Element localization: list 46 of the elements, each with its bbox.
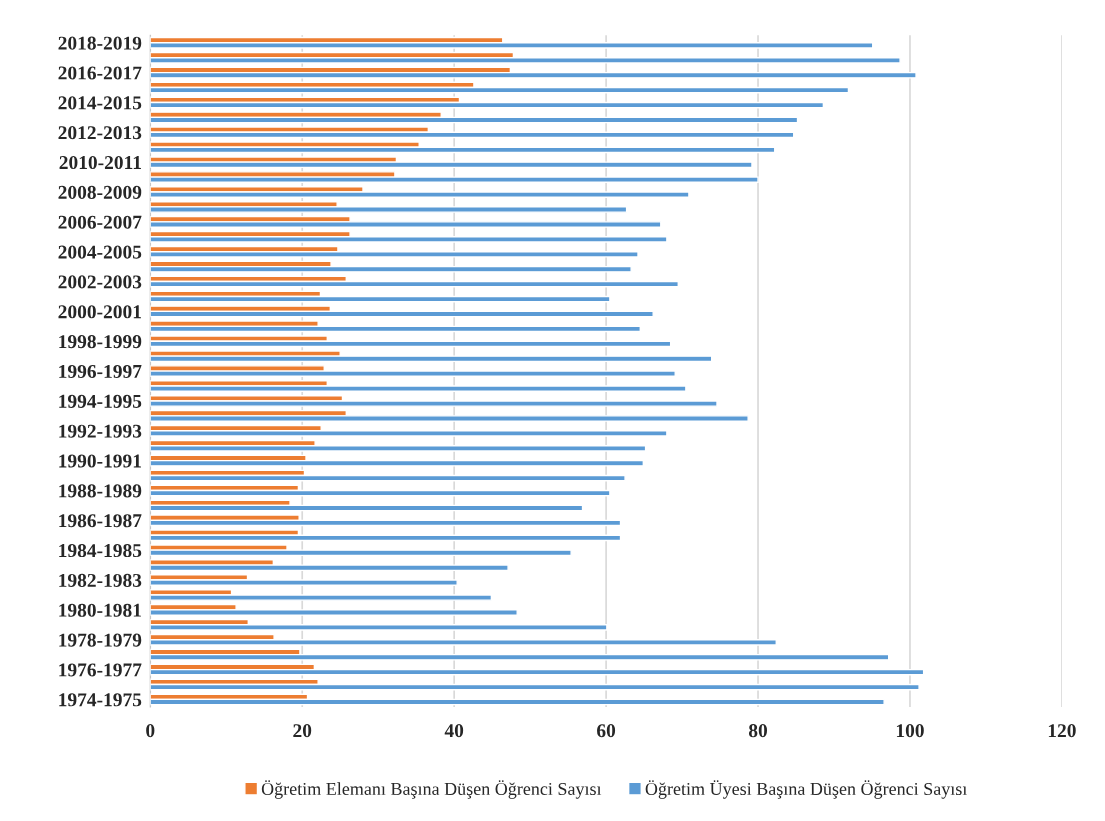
y-tick-label: 2000-2001 <box>58 305 141 319</box>
legend-label: Öğretim Elemanı Başına Düşen Öğrenci Sayısı <box>261 780 602 799</box>
y-tick-label: 2014-2015 <box>58 96 142 110</box>
x-tick-label: 80 <box>748 724 768 738</box>
y-tick-label: 1996-1997 <box>59 364 142 379</box>
bar <box>150 86 850 94</box>
y-tick-label: 1978-1979 <box>59 633 142 647</box>
bar <box>150 265 632 273</box>
x-tick-label: 0 <box>146 724 155 738</box>
x-tick-label: 40 <box>444 724 464 738</box>
y-tick-label: 2010-2011 <box>59 155 141 170</box>
x-tick-label: 60 <box>597 724 616 738</box>
bar <box>150 698 885 706</box>
bar <box>150 653 890 661</box>
y-tick-label: 2006-2007 <box>58 215 142 229</box>
x-tick-label: 100 <box>896 724 924 738</box>
y-tick-label: 2012-2013 <box>58 126 142 140</box>
bar <box>150 101 825 109</box>
y-tick-label: 1998-1999 <box>59 335 142 349</box>
y-tick-label: 1986-1987 <box>59 514 142 528</box>
y-tick-label: 1982-1983 <box>59 573 142 587</box>
y-tick-label: 1974-1975 <box>59 693 142 707</box>
bar <box>150 56 901 64</box>
y-tick-label: 2002-2003 <box>58 275 142 289</box>
y-tick-label: 1994-1995 <box>59 394 142 408</box>
bar <box>150 71 917 79</box>
y-tick-label: 1988-1989 <box>59 484 142 498</box>
y-tick-label: 1992-1993 <box>59 424 142 438</box>
legend-label: Öğretim Üyesi Başına Düşen Öğrenci Sayısı <box>645 780 967 799</box>
y-tick-label: 2016-2017 <box>58 66 142 80</box>
y-tick-label: 1976-1977 <box>59 663 142 677</box>
bar <box>150 474 626 482</box>
y-tick-label: 1984-1985 <box>59 544 142 558</box>
bar <box>150 459 645 467</box>
y-tick-label: 2018-2019 <box>58 36 142 50</box>
y-tick-label: 1990-1991 <box>59 454 141 468</box>
bar <box>150 489 611 497</box>
y-tick-label: 2004-2005 <box>58 245 142 259</box>
x-tick-label: 120 <box>1048 724 1076 738</box>
x-tick-label: 20 <box>293 724 312 738</box>
y-tick-label: 2008-2009 <box>58 185 142 199</box>
y-tick-label: 1980-1981 <box>59 603 141 617</box>
bar <box>150 295 611 303</box>
bar <box>150 280 679 288</box>
bar <box>150 668 925 676</box>
bar <box>150 683 920 691</box>
